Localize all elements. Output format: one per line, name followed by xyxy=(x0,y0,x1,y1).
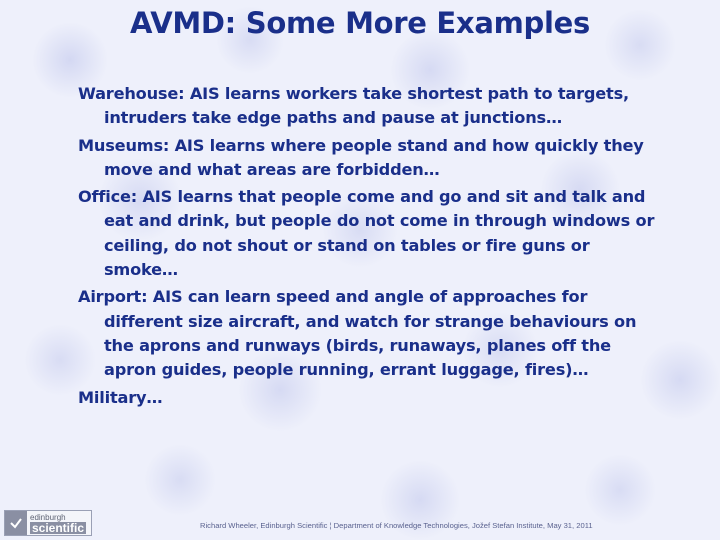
bullet-museums: Museums: AIS learns where people stand a… xyxy=(78,135,644,179)
slide-title: AVMD: Some More Examples xyxy=(130,6,590,40)
slide-footer: Richard Wheeler, Edinburgh Scientific ¦ … xyxy=(200,521,593,530)
bullet-airport: Airport: AIS can learn speed and angle o… xyxy=(78,287,637,380)
edinburgh-scientific-logo: edinburgh scientific xyxy=(4,510,92,536)
logo-text-bottom: scientific xyxy=(30,520,87,535)
bullet-warehouse: Warehouse: AIS learns workers take short… xyxy=(78,84,629,128)
logo-text-top: edinburgh xyxy=(30,512,66,522)
logo-check-icon xyxy=(5,511,27,535)
bullet-office: Office: AIS learns that people come and … xyxy=(78,187,655,280)
bullet-list: Warehouse: AIS learns workers take short… xyxy=(78,82,668,413)
bullet-military: Military… xyxy=(78,387,163,407)
